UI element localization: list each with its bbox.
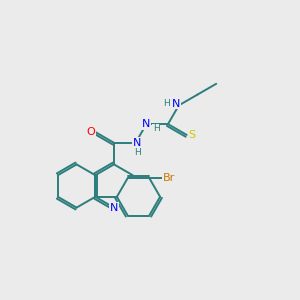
Text: N: N <box>110 202 118 213</box>
Text: N: N <box>172 99 180 109</box>
Text: H: H <box>163 99 169 108</box>
Text: N: N <box>133 138 141 148</box>
Text: O: O <box>86 127 95 137</box>
Text: H: H <box>153 124 159 133</box>
Text: N: N <box>142 119 151 129</box>
Text: Br: Br <box>163 173 175 183</box>
Text: H: H <box>134 148 140 157</box>
Text: S: S <box>188 130 196 140</box>
